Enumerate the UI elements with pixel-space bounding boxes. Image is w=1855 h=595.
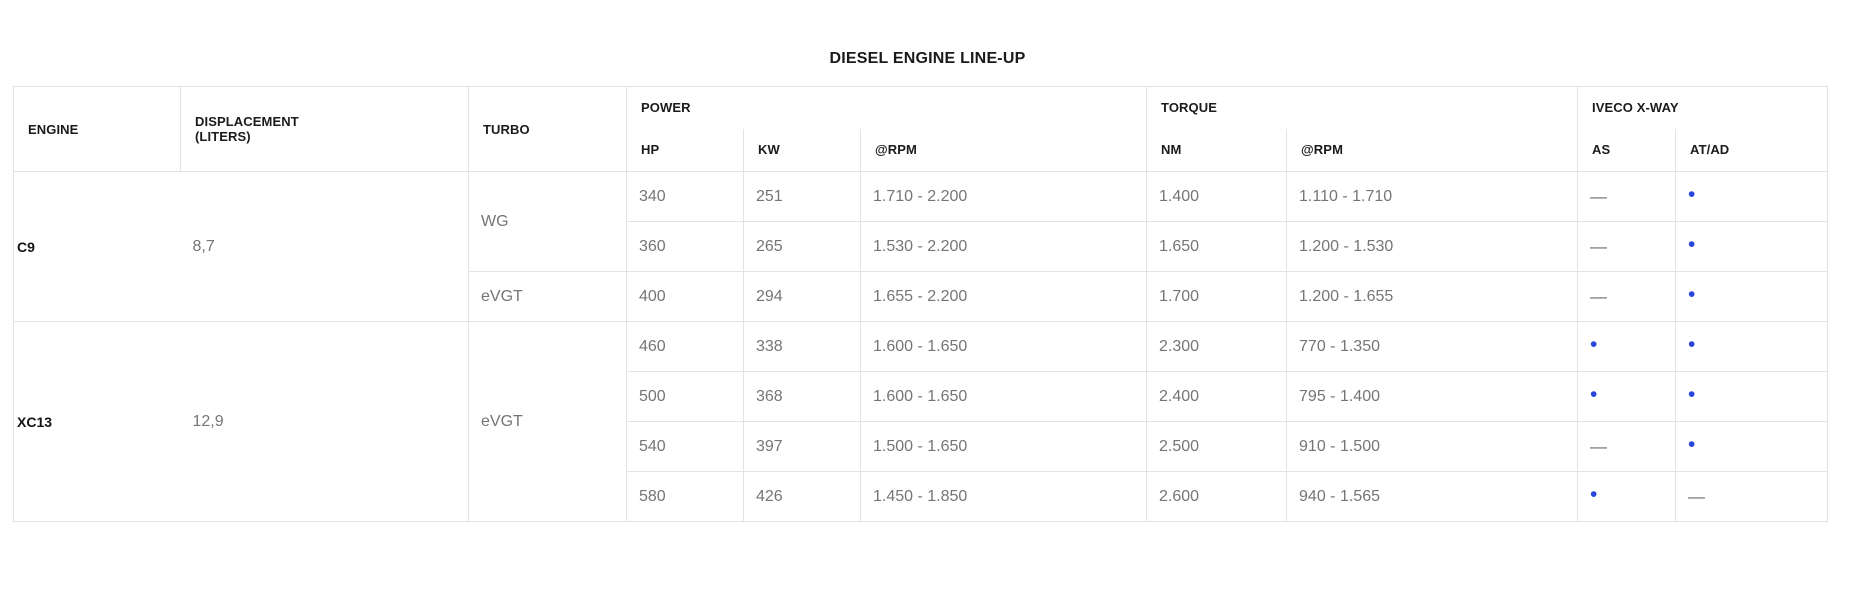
kw-cell: 397 (743, 421, 861, 472)
as-availability-cell: • (1577, 371, 1677, 422)
not-available-dash-icon: — (1590, 286, 1608, 306)
kw-cell: 368 (743, 371, 861, 422)
as-availability-cell: — (1577, 271, 1677, 322)
nm-cell: 2.400 (1146, 371, 1288, 422)
nm-cell: 1.700 (1146, 271, 1288, 322)
power-rpm-cell: 1.655 - 2.200 (859, 271, 1148, 322)
header-power-group: POWER (625, 86, 1148, 129)
header-displacement-line1: DISPLACEMENT (195, 114, 299, 129)
hp-cell: 340 (626, 171, 744, 222)
not-available-dash-icon: — (1590, 186, 1608, 206)
nm-cell: 2.500 (1146, 421, 1288, 472)
power-rpm-cell: 1.600 - 1.650 (859, 321, 1148, 372)
power-rpm-cell: 1.450 - 1.850 (859, 471, 1148, 522)
nm-cell: 2.600 (1146, 471, 1288, 522)
header-nm: NM (1146, 128, 1288, 172)
atad-availability-cell: — (1675, 471, 1829, 522)
engine-row: 360 265 1.530 - 2.200 1.650 1.200 - 1.530 — • (14, 221, 1829, 272)
turbo-cell: eVGT (468, 271, 627, 322)
available-dot-icon: • (1688, 232, 1696, 256)
kw-cell: 426 (743, 471, 861, 522)
header-displacement-line2: (LITERS) (195, 129, 251, 144)
kw-cell: 294 (743, 271, 861, 322)
engines-table: ENGINE DISPLACEMENT (LITERS) TURBO POWER… (13, 86, 1829, 522)
available-dot-icon: • (1590, 332, 1598, 356)
torque-rpm-cell: 1.200 - 1.655 (1286, 271, 1579, 322)
atad-availability-cell: • (1675, 321, 1829, 372)
page-title: DIESEL ENGINE LINE-UP (829, 50, 1026, 67)
nm-cell: 1.400 (1146, 171, 1288, 222)
turbo-cell: eVGT (468, 321, 627, 522)
nm-cell: 1.650 (1146, 221, 1288, 272)
kw-cell: 251 (743, 171, 861, 222)
displacement-cell: 12,9 (180, 321, 469, 522)
as-availability-cell: • (1577, 321, 1677, 372)
engine-name-cell: C9 (13, 171, 181, 322)
as-availability-cell: — (1577, 171, 1677, 222)
available-dot-icon: • (1688, 182, 1696, 206)
power-rpm-cell: 1.600 - 1.650 (859, 371, 1148, 422)
as-availability-cell: — (1577, 421, 1677, 472)
kw-cell: 338 (743, 321, 861, 372)
header-engine: ENGINE (13, 86, 181, 172)
not-available-dash-icon: — (1590, 436, 1608, 456)
hp-cell: 500 (626, 371, 744, 422)
engines-table-body: C9 8,7 WG 340 251 1.710 - 2.200 1.400 1.110 - 1… (13, 171, 1829, 522)
header-hp: HP (626, 128, 744, 172)
header-iveco-xway-group: IVECO X-WAY (1577, 86, 1829, 129)
header-group-row: ENGINE DISPLACEMENT (LITERS) TURBO POWER… (13, 86, 1829, 172)
available-dot-icon: • (1688, 432, 1696, 456)
power-rpm-cell: 1.500 - 1.650 (859, 421, 1148, 472)
atad-availability-cell: • (1675, 421, 1829, 472)
engine-row: 540 397 1.500 - 1.650 2.500 910 - 1.500 — • (14, 421, 1829, 472)
engine-name-cell: XC13 (13, 321, 181, 522)
header-sub-row: HP KW @RPM NM @RPM AS AT/AD (14, 128, 1829, 172)
available-dot-icon: • (1590, 482, 1598, 506)
engine-row: 500 368 1.600 - 1.650 2.400 795 - 1.400 • • (14, 371, 1829, 422)
header-power-rpm: @RPM (859, 128, 1148, 172)
atad-availability-cell: • (1675, 171, 1829, 222)
as-availability-cell: — (1577, 221, 1677, 272)
header-turbo: TURBO (468, 86, 627, 172)
turbo-cell: WG (468, 171, 627, 272)
hp-cell: 540 (626, 421, 744, 472)
torque-rpm-cell: 770 - 1.350 (1286, 321, 1579, 372)
header-atad: AT/AD (1675, 128, 1829, 172)
engines-table-header: ENGINE DISPLACEMENT (LITERS) TURBO POWER… (13, 86, 1829, 172)
displacement-cell: 8,7 (180, 171, 469, 322)
available-dot-icon: • (1688, 282, 1696, 306)
power-rpm-cell: 1.530 - 2.200 (859, 221, 1148, 272)
available-dot-icon: • (1590, 382, 1598, 406)
atad-availability-cell: • (1675, 271, 1829, 322)
kw-cell: 265 (743, 221, 861, 272)
torque-rpm-cell: 910 - 1.500 (1286, 421, 1579, 472)
hp-cell: 460 (626, 321, 744, 372)
not-available-dash-icon: — (1590, 236, 1608, 256)
atad-availability-cell: • (1675, 371, 1829, 422)
header-torque-rpm: @RPM (1286, 128, 1579, 172)
engine-row: XC13 12,9 eVGT 460 338 1.600 - 1.650 2.300 770 … (13, 321, 1829, 522)
not-available-dash-icon: — (1688, 486, 1706, 506)
torque-rpm-cell: 1.200 - 1.530 (1286, 221, 1579, 272)
torque-rpm-cell: 940 - 1.565 (1286, 471, 1579, 522)
header-torque-group: TORQUE (1146, 86, 1579, 129)
torque-rpm-cell: 1.110 - 1.710 (1286, 171, 1579, 222)
hp-cell: 580 (626, 471, 744, 522)
hp-cell: 360 (626, 221, 744, 272)
atad-availability-cell: • (1675, 221, 1829, 272)
header-kw: KW (743, 128, 861, 172)
hp-cell: 400 (626, 271, 744, 322)
torque-rpm-cell: 795 - 1.400 (1286, 371, 1579, 422)
nm-cell: 2.300 (1146, 321, 1288, 372)
engine-row: C9 8,7 WG 340 251 1.710 - 2.200 1.400 1.110 - 1… (13, 171, 1829, 322)
power-rpm-cell: 1.710 - 2.200 (859, 171, 1148, 222)
header-displacement: DISPLACEMENT (LITERS) (180, 86, 469, 172)
header-as: AS (1577, 128, 1677, 172)
engine-row: 580 426 1.450 - 1.850 2.600 940 - 1.565 • — (14, 471, 1829, 522)
available-dot-icon: • (1688, 382, 1696, 406)
available-dot-icon: • (1688, 332, 1696, 356)
as-availability-cell: • (1577, 471, 1677, 522)
